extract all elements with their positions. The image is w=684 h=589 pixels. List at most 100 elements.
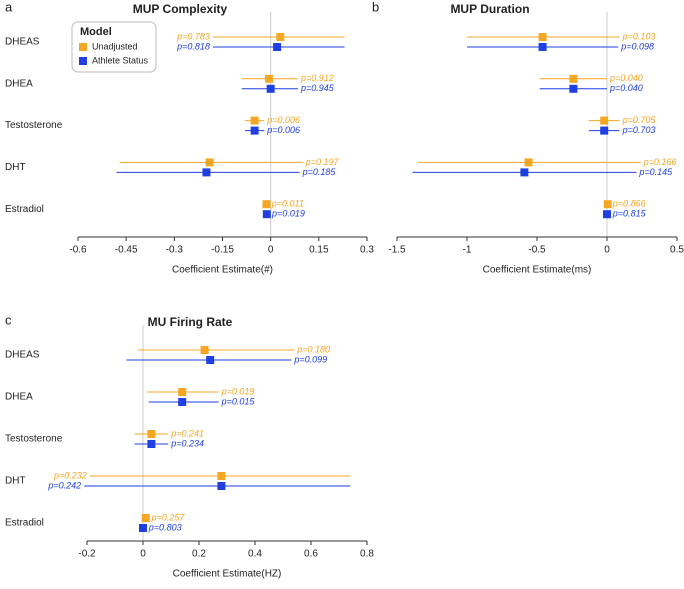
x-tick-label: -0.6 [69,245,87,256]
legend-label: Unadjusted [92,41,138,51]
chart-title: MUP Complexity [133,2,228,16]
x-tick-label: -0.45 [115,245,138,256]
x-tick-label: -1 [463,245,472,256]
point-estimate [569,74,578,83]
x-tick-label: 0.15 [309,245,329,256]
category-label: DHEA [5,392,33,403]
point-estimate [262,210,271,219]
category-label: Estradiol [5,518,44,529]
chart-title: MUP Duration [450,2,529,16]
p-value-label: p=0.166 [643,157,677,167]
point-estimate [538,43,547,51]
x-tick-label: 0.4 [248,549,262,560]
p-value-label: p=0.098 [620,41,654,51]
p-value-label: p=0.145 [638,167,673,177]
p-value-label: p=0.803 [148,522,182,532]
legend-title: Model [80,26,112,38]
point-estimate [569,84,578,93]
point-estimate [265,74,274,83]
legend-swatch [79,43,87,51]
point-estimate [520,168,529,177]
x-axis-title: Coefficient Estimate(ms) [483,265,592,276]
category-label: Estradiol [5,204,44,215]
x-axis-title: Coefficient Estimate(#) [172,265,273,276]
p-value-label: p=0.006 [266,115,300,125]
p-value-label: p=0.019 [221,386,255,396]
p-value-label: p=0.015 [221,396,256,406]
p-value-label: p=0.019 [271,209,305,219]
panel-label: c [5,312,12,327]
p-value-label: p=0.232 [53,470,87,480]
p-value-label: p=0.242 [47,480,81,490]
p-value-label: p=0.241 [170,428,204,438]
panel-label: a [5,0,13,14]
point-estimate [266,84,275,93]
p-value-label: p=0.818 [176,41,210,51]
x-tick-label: 0.6 [304,549,318,560]
point-estimate [217,472,226,480]
point-estimate [139,524,147,532]
point-estimate [600,116,609,125]
point-estimate [538,33,547,41]
point-estimate [217,482,226,490]
p-value-label: p=0.783 [176,31,210,41]
x-tick-label: 0.5 [670,245,684,256]
p-value-label: p=0.815 [612,209,647,219]
p-value-label: p=0.099 [293,354,327,364]
point-estimate [250,126,259,135]
x-tick-label: -0.5 [528,245,546,256]
p-value-label: p=0.040 [609,83,643,93]
category-label: Testosterone [5,434,63,445]
p-value-label: p=0.006 [266,125,300,135]
category-label: DHEAS [5,350,40,361]
category-label: DHEA [5,78,33,89]
category-label: Testosterone [5,120,63,131]
point-estimate [200,346,209,354]
panel-label: b [372,0,379,14]
legend-swatch [79,57,87,65]
point-estimate [250,116,259,125]
x-tick-label: -1.5 [388,245,406,256]
point-estimate [141,514,150,522]
category-label: DHEAS [5,37,40,48]
p-value-label: p=0.185 [302,167,337,177]
point-estimate [600,126,609,135]
p-value-label: p=0.040 [609,73,643,83]
category-label: DHT [5,476,26,487]
legend-box [71,21,157,73]
point-estimate [178,388,187,396]
chart-title: MU Firing Rate [148,315,233,329]
x-tick-label: -0.15 [211,245,234,256]
p-value-label: p=0.257 [151,512,186,522]
p-value-label: p=0.703 [622,125,656,135]
x-tick-label: 0 [604,245,610,256]
point-estimate [276,33,285,41]
x-tick-label: 0.2 [192,549,206,560]
point-estimate [524,158,533,167]
p-value-label: p=0.945 [300,83,335,93]
point-estimate [603,200,612,209]
point-estimate [273,43,282,51]
p-value-label: p=0.705 [622,115,657,125]
x-tick-label: 0.8 [360,549,374,560]
category-label: DHT [5,162,26,173]
point-estimate [178,398,187,406]
legend-label: Athlete Status [92,55,149,65]
x-tick-label: 0 [140,549,146,560]
point-estimate [147,440,156,448]
point-estimate [147,430,156,438]
x-tick-label: -0.2 [78,549,96,560]
point-estimate [202,168,211,177]
x-tick-label: 0 [268,245,274,256]
point-estimate [205,158,214,167]
point-estimate [262,200,271,209]
x-tick-label: -0.3 [166,245,184,256]
x-axis-title: Coefficient Estimate(HZ) [173,569,282,580]
point-estimate [603,210,611,219]
p-value-label: p=0.912 [300,73,334,83]
p-value-label: p=0.180 [296,344,330,354]
p-value-label: p=0.197 [305,157,340,167]
p-value-label: p=0.234 [170,438,204,448]
p-value-label: p=0.866 [612,199,646,209]
